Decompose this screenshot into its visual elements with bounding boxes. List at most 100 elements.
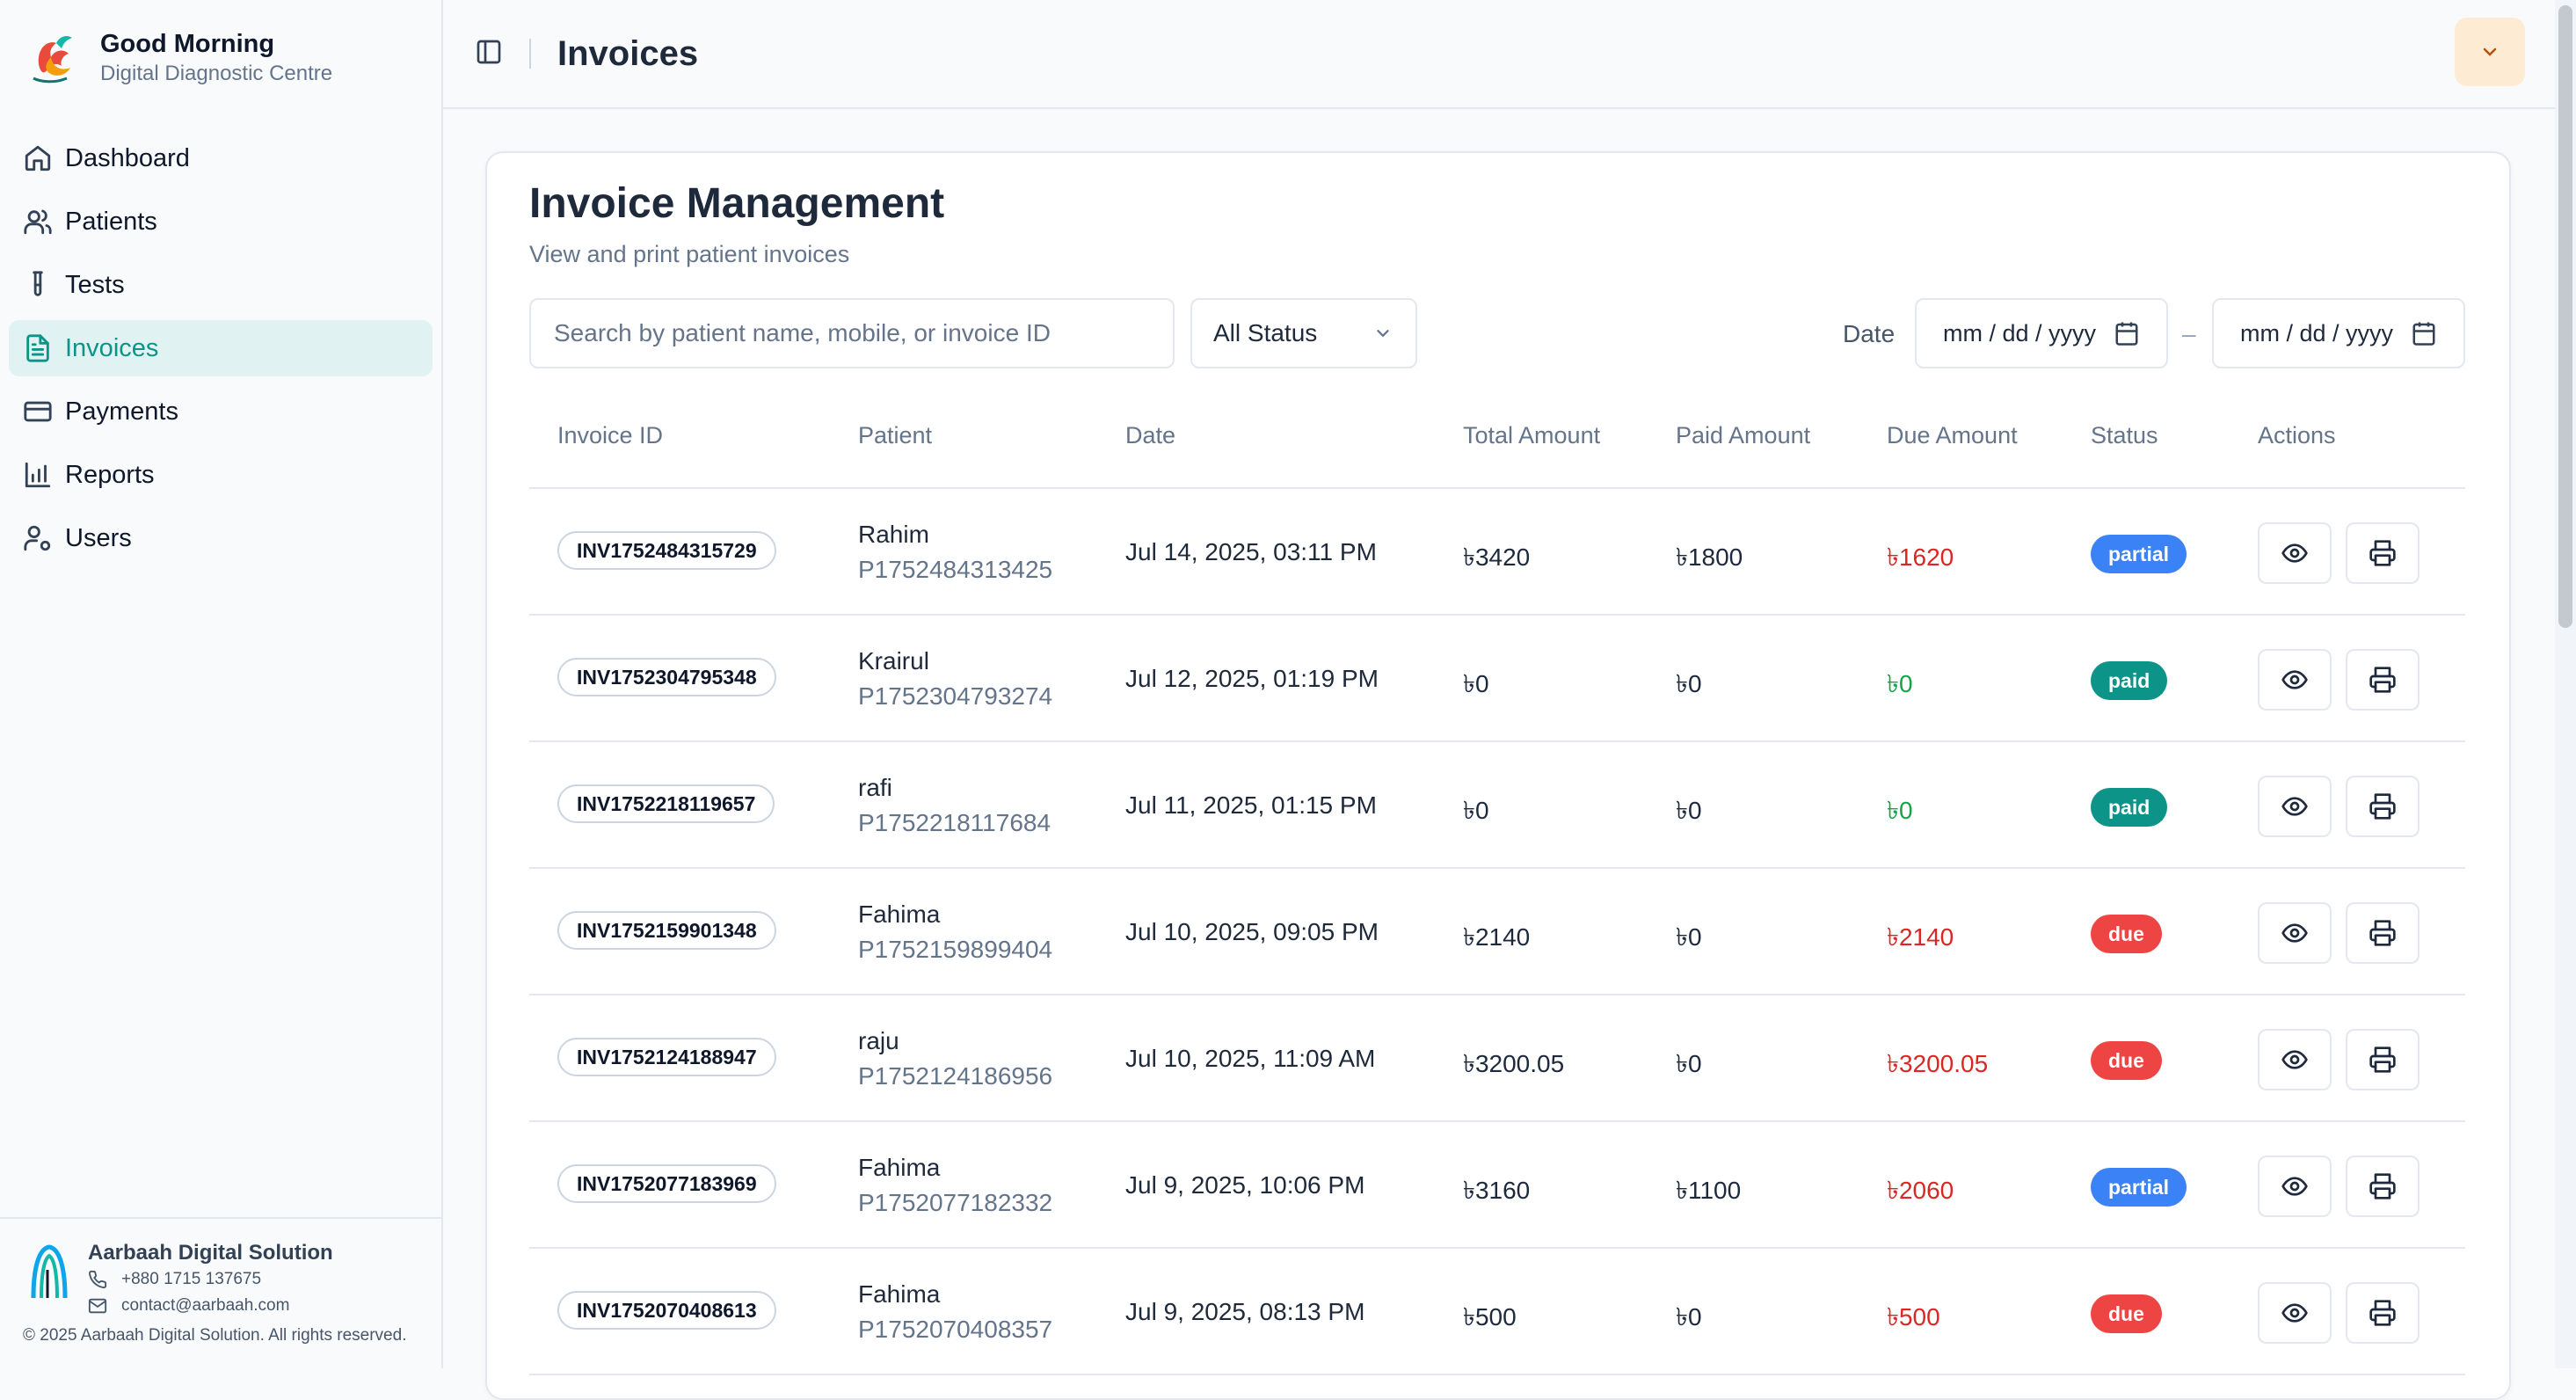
sidebar-item-label: Users [65,523,132,552]
card-title: Invoice Management [529,180,945,227]
column-header: Actions [2258,422,2336,448]
sidebar: Good Morning Digital Diagnostic Centre D… [0,0,443,1368]
page-title: Invoices [557,33,699,73]
print-invoice-button[interactable] [2346,902,2420,964]
printer-icon [2369,1300,2396,1326]
printer-icon [2369,540,2396,566]
invoice-date: Jul 11, 2025, 01:15 PM [1125,791,1377,819]
sidebar-item-patients[interactable]: Patients [9,193,433,250]
status-filter-select[interactable]: All Status [1190,298,1417,368]
patient-id: P1752070408357 [858,1316,1053,1343]
footer-email-text: contact@aarbaah.com [121,1296,290,1315]
search-input[interactable] [529,298,1175,368]
view-invoice-button[interactable] [2258,1156,2332,1217]
invoice-card: Invoice Management View and print patien… [485,151,2511,1400]
sidebar-item-label: Dashboard [65,143,190,172]
bar-chart-icon [25,462,51,488]
sidebar-item-reports[interactable]: Reports [9,447,433,503]
printer-icon [2369,1046,2396,1073]
date-separator: – [2182,320,2196,347]
table-body: INV1752484315729 Rahim P1752484313425 Ju… [529,489,2465,1375]
sidebar-nav: Dashboard Patients Tests Invoices Paymen… [0,130,441,573]
calendar-icon[interactable] [2114,320,2140,346]
sidebar-item-invoices[interactable]: Invoices [9,320,433,376]
due-amount: ৳500 [1887,1303,1940,1331]
file-text-icon [26,334,49,362]
patient-name: raju [858,1027,899,1054]
sidebar-footer: Aarbaah Digital Solution +880 1715 13767… [0,1217,441,1368]
calendar-icon[interactable] [2411,320,2437,346]
date-to-input[interactable]: mm / dd / yyyy [2212,298,2465,368]
scrollbar-thumb[interactable] [2558,5,2572,628]
table-header: Invoice ID Patient Date Total Amount Pai… [529,387,2465,489]
sidebar-item-label: Payments [65,397,178,426]
print-invoice-button[interactable] [2346,776,2420,837]
view-invoice-button[interactable] [2258,1282,2332,1344]
user-menu-button[interactable] [2455,18,2525,86]
paid-amount: ৳0 [1676,1050,1702,1077]
date-label: Date [1843,320,1896,347]
view-invoice-button[interactable] [2258,649,2332,711]
sidebar-item-label: Invoices [65,333,159,362]
sidebar-item-payments[interactable]: Payments [9,383,433,440]
printer-icon [2369,793,2396,820]
footer-phone: +880 1715 137675 [88,1266,333,1293]
print-invoice-button[interactable] [2346,522,2420,584]
eye-icon [2281,1303,2308,1323]
sidebar-item-tests[interactable]: Tests [9,257,433,313]
patient-id: P1752484313425 [858,556,1053,583]
paid-amount: ৳1800 [1676,543,1743,571]
sidebar-item-users[interactable]: Users [9,510,433,566]
print-invoice-button[interactable] [2346,1282,2420,1344]
due-amount: ৳0 [1887,797,1913,824]
table-row: INV1752304795348 Krairul P1752304793274 … [529,616,2465,742]
company-logo [31,1244,68,1299]
sidebar-item-dashboard[interactable]: Dashboard [9,130,433,186]
brand: Good Morning Digital Diagnostic Centre [0,0,441,90]
brand-logo [33,36,72,84]
date-to-placeholder: mm / dd / yyyy [2240,319,2394,346]
printer-icon [2369,920,2396,946]
date-from-input[interactable]: mm / dd / yyyy [1915,298,2168,368]
print-invoice-button[interactable] [2346,1156,2420,1217]
column-header: Status [2091,422,2158,448]
invoice-date: Jul 9, 2025, 08:13 PM [1125,1298,1365,1325]
view-invoice-button[interactable] [2258,522,2332,584]
due-amount: ৳0 [1887,670,1913,697]
view-invoice-button[interactable] [2258,776,2332,837]
column-header: Total Amount [1463,422,1601,448]
view-invoice-button[interactable] [2258,902,2332,964]
patient-name: Fahima [858,1154,941,1181]
column-header: Due Amount [1887,422,2018,448]
eye-icon [2281,543,2308,563]
sidebar-item-label: Reports [65,460,155,489]
view-invoice-button[interactable] [2258,1029,2332,1090]
patient-name: Fahima [858,901,941,928]
invoice-id-badge: INV1752124188947 [557,1038,776,1076]
mail-icon [88,1298,107,1314]
chevron-down-icon [1377,330,1389,338]
sidebar-item-label: Tests [65,270,125,299]
status-badge: due [2091,1041,2162,1080]
print-invoice-button[interactable] [2346,649,2420,711]
patient-id: P1752218117684 [858,809,1052,836]
due-amount: ৳1620 [1887,543,1954,571]
table-row: INV1752124188947 raju P1752124186956 Jul… [529,995,2465,1122]
footer-email: contact@aarbaah.com [88,1293,333,1319]
table-row: INV1752484315729 Rahim P1752484313425 Ju… [529,489,2465,616]
eye-icon [2281,1050,2308,1069]
column-header: Invoice ID [557,422,664,448]
eye-icon [2281,923,2308,943]
patient-name: rafi [858,774,892,801]
page-scrollbar[interactable] [2555,0,2576,1368]
total-amount: ৳500 [1463,1303,1517,1331]
total-amount: ৳3160 [1463,1177,1531,1204]
invoice-date: Jul 10, 2025, 11:09 AM [1125,1045,1376,1072]
sidebar-toggle-button[interactable] [475,38,503,70]
panel-left-icon [477,40,501,63]
due-amount: ৳2140 [1887,923,1954,951]
column-header: Date [1125,422,1176,448]
print-invoice-button[interactable] [2346,1029,2420,1090]
test-tube-icon [33,271,43,296]
paid-amount: ৳0 [1676,670,1702,697]
